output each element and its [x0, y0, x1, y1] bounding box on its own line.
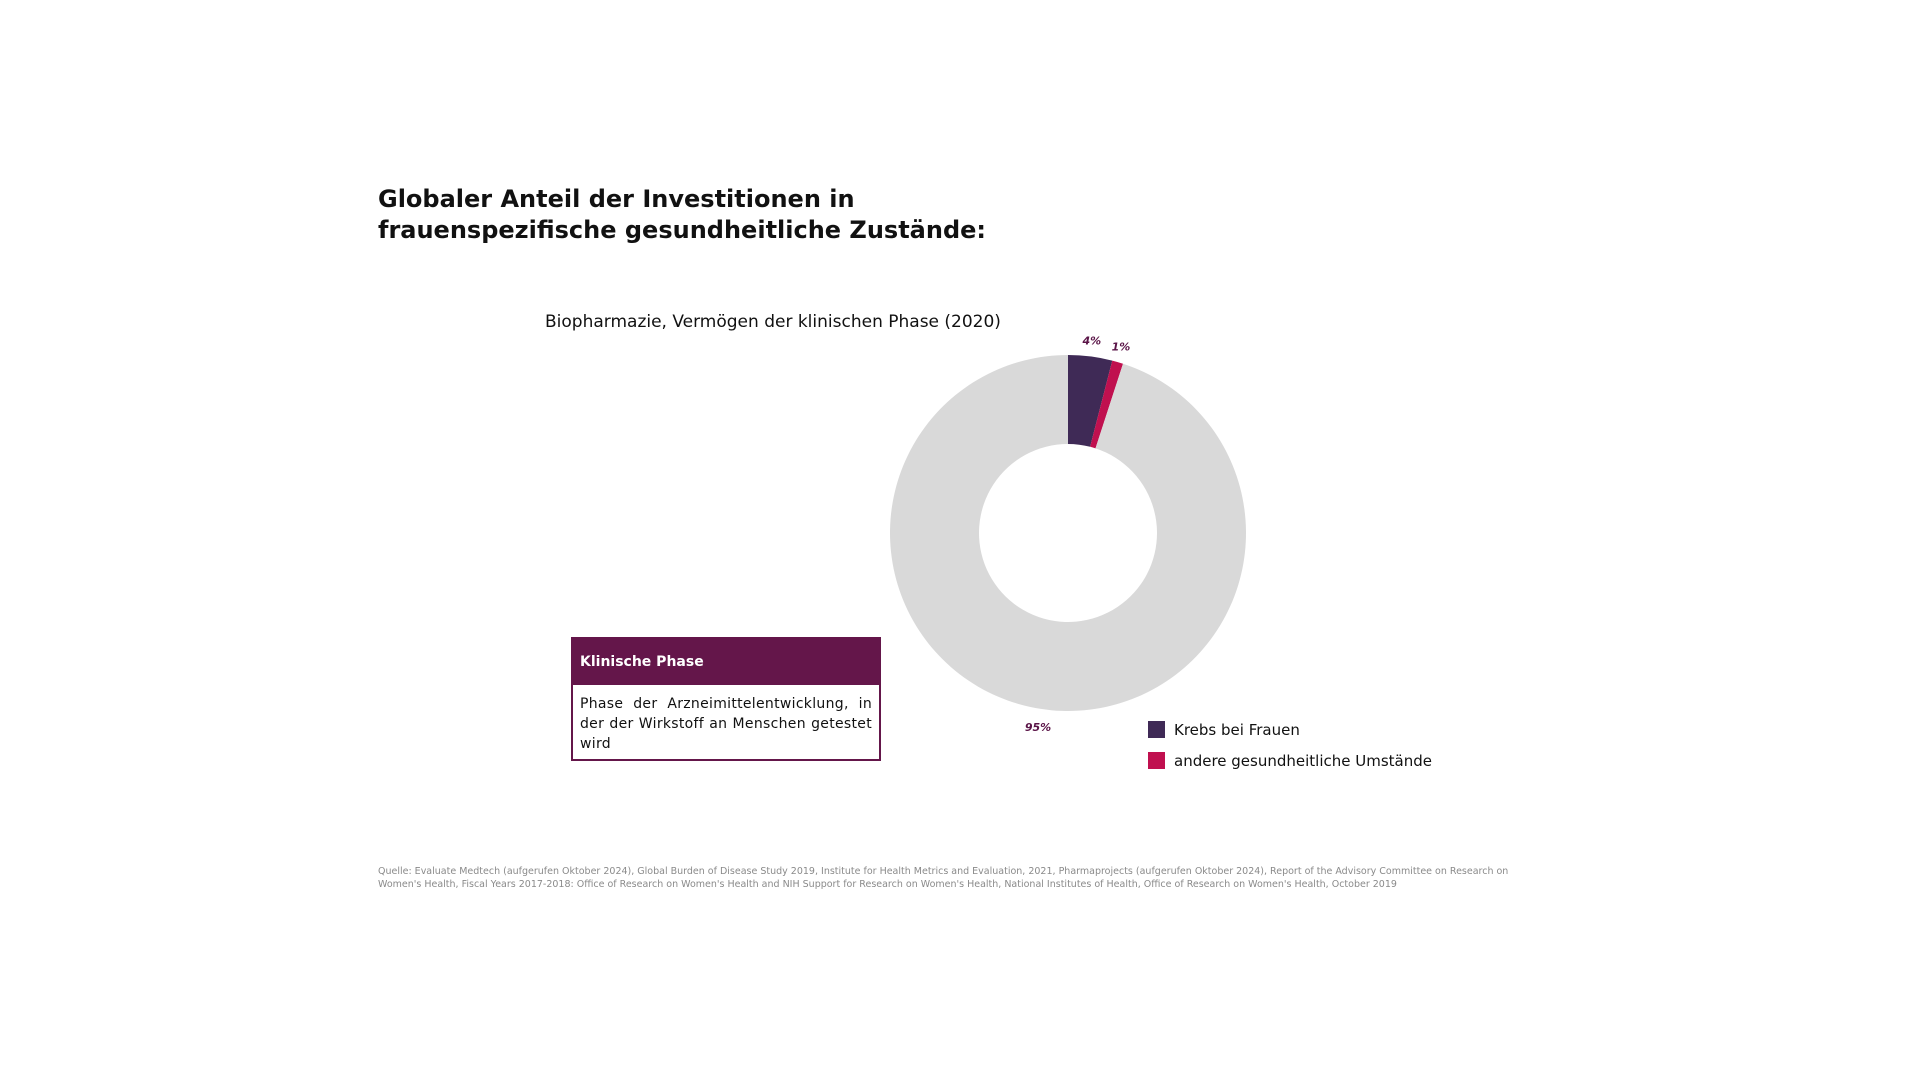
legend-label: Krebs bei Frauen: [1174, 720, 1300, 739]
legend-label: andere gesundheitliche Umstände: [1174, 751, 1432, 770]
info-box-header: Klinische Phase: [573, 639, 879, 685]
chart-title: Globaler Anteil der Investitionen in fra…: [378, 184, 1138, 246]
chart-title-line-1: Globaler Anteil der Investitionen in: [378, 185, 855, 213]
slice-value-label-2: 95%: [1025, 721, 1051, 734]
legend-swatch: [1148, 721, 1165, 738]
source-note: Quelle: Evaluate Medtech (aufgerufen Okt…: [378, 866, 1509, 890]
chart-legend: Krebs bei Frauen andere gesundheitliche …: [1148, 714, 1432, 776]
donut-slice-2: [890, 355, 1246, 711]
donut-slice-1: [1090, 360, 1124, 449]
donut-chart: 4% 1% 95%: [890, 334, 1246, 734]
slice-value-label-1: 1%: [1112, 341, 1131, 354]
donut-slice-0: [1068, 355, 1113, 447]
legend-item-krebs-bei-frauen: Krebs bei Frauen: [1148, 714, 1432, 745]
chart-subtitle: Biopharmazie, Vermögen der klinischen Ph…: [545, 312, 1001, 332]
info-box-body: Phase der Arzneimittelentwicklung, in de…: [580, 696, 872, 752]
legend-item-andere-umstaende: andere gesundheitliche Umstände: [1148, 745, 1432, 776]
slice-value-label-0: 4%: [1081, 334, 1101, 347]
legend-swatch: [1148, 752, 1165, 769]
info-box: Klinische Phase Phase der Arzneimittelen…: [571, 637, 881, 761]
chart-title-line-2: frauenspezifische gesundheitliche Zustän…: [378, 216, 987, 244]
